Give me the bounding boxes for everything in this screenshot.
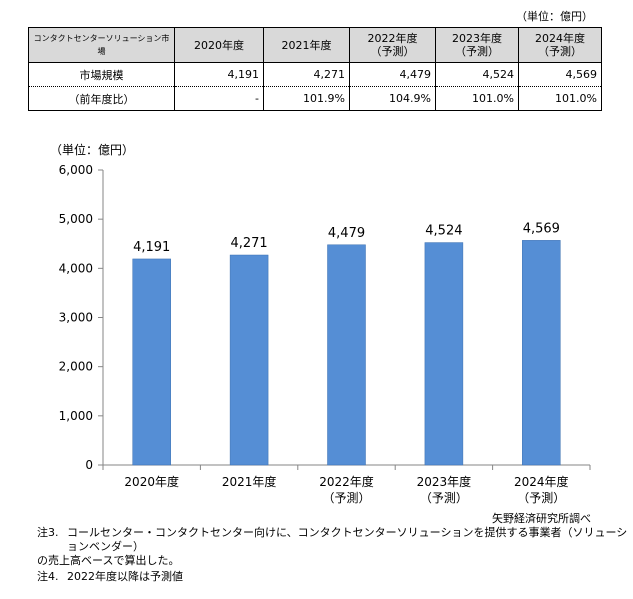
y-tick-label: 0 bbox=[85, 458, 93, 472]
x-tick-label: 2022年度 bbox=[319, 474, 374, 489]
y-tick-label: 5,000 bbox=[59, 212, 93, 226]
table-corner: コンタクトセンターソリューション市場 bbox=[28, 27, 175, 63]
x-tick-sublabel: （予測） bbox=[420, 491, 468, 505]
header-cell: 2021年度 bbox=[263, 27, 350, 63]
header-cell: 2020年度 bbox=[174, 27, 264, 63]
header-cell: 2023年度 （予測） bbox=[435, 27, 519, 63]
x-tick-label: 2024年度 bbox=[514, 474, 569, 489]
cell: 101.0% bbox=[435, 86, 519, 111]
bar bbox=[327, 244, 366, 466]
header-cell: 2022年度 （予測） bbox=[349, 27, 436, 63]
market-table: コンタクトセンターソリューション市場 2020年度 2021年度 2022年度（… bbox=[28, 27, 602, 111]
note-3-label: 注3. bbox=[37, 526, 59, 539]
cell: 4,479 bbox=[349, 62, 436, 87]
table-row: 市場規模 4,191 4,271 4,479 4,524 4,569 bbox=[28, 62, 602, 87]
cell: 4,569 bbox=[518, 62, 602, 87]
cell: 4,524 bbox=[435, 62, 519, 87]
table-unit: （単位：億円） bbox=[516, 10, 593, 23]
x-tick-label: 2021年度 bbox=[222, 474, 277, 489]
note-4-text: 2022年度以降は予測値 bbox=[67, 570, 183, 583]
cell: 4,271 bbox=[263, 62, 350, 87]
x-tick-sublabel: （予測） bbox=[322, 491, 370, 505]
cell: 101.0% bbox=[518, 86, 602, 111]
source: 矢野経済研究所調べ bbox=[492, 512, 591, 525]
x-tick-label: 2023年度 bbox=[417, 474, 472, 489]
row-label: （前年度比） bbox=[28, 86, 175, 111]
bar bbox=[522, 240, 561, 466]
bar-chart: （単位：億円） 0 1,000 2,000 3,000 4,000 5,000 6,000 4… bbox=[50, 142, 591, 505]
y-tick-label: 6,000 bbox=[59, 163, 93, 177]
note-3: 注3. コールセンター・コンタクトセンター向けに、コンタクトセンターソリューション… bbox=[37, 526, 629, 568]
cell: 4,191 bbox=[174, 62, 264, 87]
cell: - bbox=[174, 86, 264, 111]
y-tick-label: 4,000 bbox=[59, 261, 93, 275]
table-row: （前年度比） - 101.9% 104.9% 101.0% 101.0% bbox=[28, 86, 602, 111]
chart-unit-label: （単位：億円） bbox=[50, 142, 134, 157]
bar bbox=[424, 242, 464, 466]
header-cell: 2024年度 （予測） bbox=[518, 27, 602, 63]
data-label: 4,271 bbox=[230, 236, 267, 251]
data-label: 4,524 bbox=[425, 224, 462, 239]
y-tick-label: 3,000 bbox=[59, 311, 93, 325]
notes: 注3. コールセンター・コンタクトセンター向けに、コンタクトセンターソリューション… bbox=[37, 526, 629, 584]
data-label: 4,479 bbox=[328, 226, 365, 241]
cell: 104.9% bbox=[349, 86, 436, 111]
y-tick-label: 2,000 bbox=[59, 360, 93, 374]
note-3-text: コールセンター・コンタクトセンター向けに、コンタクトセンターソリューションを提供… bbox=[67, 526, 628, 553]
note-4-label: 注4. bbox=[37, 570, 59, 583]
data-label: 4,569 bbox=[523, 221, 560, 236]
x-tick-sublabel: （予測） bbox=[517, 491, 565, 505]
cell: 101.9% bbox=[263, 86, 350, 111]
bar bbox=[132, 258, 171, 466]
data-label: 4,191 bbox=[133, 240, 170, 255]
bar bbox=[229, 254, 269, 466]
note-3-cont: の売上高ベースで算出した。 bbox=[37, 554, 180, 567]
y-tick-label: 1,000 bbox=[59, 409, 93, 423]
note-4: 注4. 2022年度以降は予測値 bbox=[37, 570, 629, 584]
row-label: 市場規模 bbox=[28, 62, 175, 87]
x-tick-label: 2020年度 bbox=[124, 474, 179, 489]
